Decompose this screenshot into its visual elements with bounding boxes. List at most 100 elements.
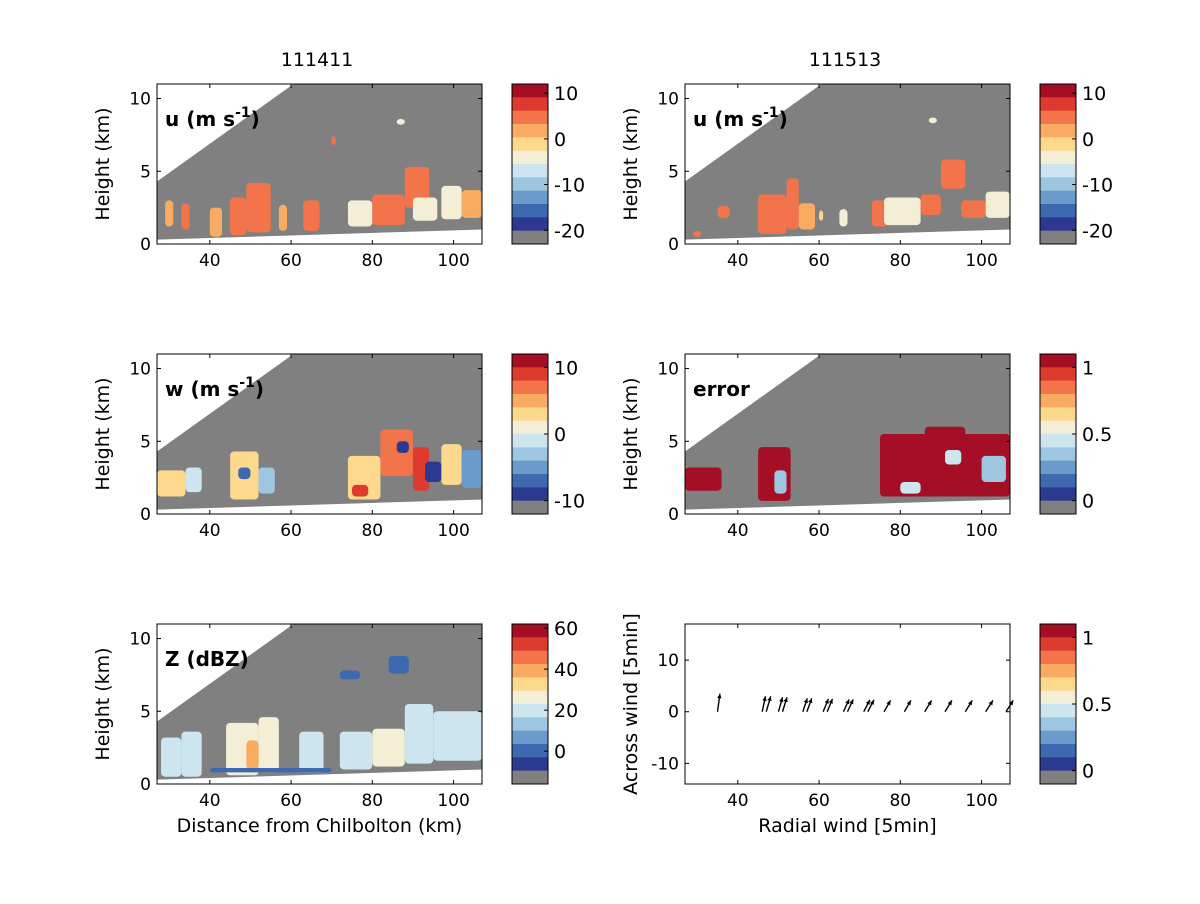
wind-arrows [716, 693, 1014, 713]
heatmap-cell [404, 704, 434, 764]
colorbar-segment [1040, 124, 1076, 138]
heatmap-cell [924, 426, 966, 456]
x-tick-label: 100 [437, 521, 469, 541]
colorbar-tick-label: 0 [1082, 129, 1094, 151]
x-tick-label: 60 [808, 251, 830, 271]
wind-arrow-head [1008, 700, 1014, 706]
heatmap-cell [299, 731, 324, 773]
heatmap-cell [798, 203, 815, 230]
heatmap-cell [258, 467, 275, 494]
wind-arrow-head [767, 696, 772, 702]
y-tick-label: 0 [668, 703, 679, 723]
heatmap-cell [246, 182, 271, 233]
colorbar-frame [1039, 83, 1077, 245]
colorbar-segment [512, 420, 548, 435]
colorbar: 10.50 [1039, 623, 1112, 785]
x-tick-label: 40 [199, 521, 221, 541]
colorbar-tick-label: 10 [554, 83, 578, 105]
heatmap-cell [380, 429, 413, 477]
column-title-right: 111513 [809, 49, 882, 71]
colorbar-segment [512, 447, 548, 462]
colorbar-segment [512, 84, 548, 98]
wind-arrow-head [717, 693, 722, 699]
colorbar-tick-label: 20 [554, 700, 578, 722]
colorbar-segment [1040, 204, 1076, 218]
x-tick-label: 100 [437, 251, 469, 271]
heatmap-cell [786, 178, 799, 230]
axes-frame [156, 83, 483, 245]
y-axis-label: Height (km) [92, 107, 114, 220]
heatmap-cell [461, 450, 482, 488]
colorbar-segment [1040, 500, 1076, 515]
heatmap-cell [347, 200, 373, 227]
colorbar-segment [1040, 217, 1076, 232]
wind-arrow-head [779, 697, 784, 703]
colorbar-segment [1040, 434, 1076, 448]
colorbar: 60 40 20 0 [511, 618, 578, 785]
colorbar-segment [512, 730, 548, 745]
colorbar-segment [512, 164, 548, 178]
heatmap-cell [230, 197, 247, 236]
y-tick-label: 5 [140, 162, 151, 182]
x-tick-label: 40 [727, 521, 749, 541]
colorbar-segment [512, 757, 548, 772]
wind-arrow-head [803, 698, 808, 704]
x-tick-label: 100 [965, 521, 997, 541]
x-tick-label: 80 [889, 251, 911, 271]
colorbar-segment [512, 354, 548, 368]
axes-frame [684, 353, 1011, 515]
heatmap-cell [181, 203, 190, 230]
heatmap-cell [157, 470, 186, 497]
y-axis-label: Height (km) [620, 107, 642, 220]
colorbar-segment [512, 500, 548, 515]
colorbar-segment [512, 190, 548, 205]
heatmap-cell [945, 450, 962, 465]
colorbar-tick-label: 1 [1082, 627, 1094, 649]
x-axis-label: Distance from Chilbolton (km) [177, 815, 463, 837]
y-tick-label: 10 [657, 360, 679, 380]
heatmap-cell [981, 455, 1006, 482]
wind-arrow-head [828, 698, 833, 704]
colorbar-segment [1040, 650, 1076, 665]
heatmap-cell [441, 444, 462, 485]
x-tick-label: 100 [965, 251, 997, 271]
y-tick-label: 10 [129, 90, 151, 110]
y-tick-label: 5 [140, 702, 151, 722]
y-axis-label: Height (km) [620, 377, 642, 490]
x-tick-label: 80 [361, 251, 383, 271]
wind-arrow-head [824, 698, 829, 704]
colorbar-segment [512, 407, 548, 422]
heatmap-cell [693, 230, 702, 237]
colorbar-tick-label: 40 [554, 659, 578, 681]
heatmap-cell [685, 467, 722, 491]
x-tick-label: 100 [437, 791, 469, 811]
heatmap-cell [372, 194, 405, 226]
wind-arrow-head [906, 700, 911, 706]
heatmap-cell [209, 768, 332, 773]
colorbar-segment [512, 217, 548, 232]
colorbar: 10.50 [1039, 353, 1112, 515]
heatmap-cells [157, 429, 482, 500]
colorbar-segment [1040, 704, 1076, 718]
heatmap-cell [880, 434, 1010, 497]
colorbar-tick-label: 10 [1082, 83, 1106, 105]
y-tick-label: 0 [140, 505, 151, 525]
colorbar-tick-label: 0 [1082, 761, 1094, 783]
y-tick-label: 10 [129, 360, 151, 380]
colorbar-segment [1040, 717, 1076, 732]
y-tick-label: 0 [140, 235, 151, 255]
heatmap-cell [940, 159, 966, 189]
x-tick-label: 100 [965, 791, 997, 811]
panel-label: u (m s-1) [165, 105, 260, 131]
colorbar-segment [1040, 730, 1076, 745]
wind-arrow-head [808, 698, 813, 704]
colorbar: 10 0 -10 -20 [1039, 83, 1113, 245]
colorbar-segment [512, 770, 548, 785]
y-axis-label: Height (km) [92, 377, 114, 490]
colorbar-tick-label: 0 [554, 129, 566, 151]
colorbar-segment [1040, 380, 1076, 395]
colorbar-segment [512, 177, 548, 192]
heatmap-cell [396, 118, 405, 125]
wind-arrow-head [783, 697, 788, 703]
